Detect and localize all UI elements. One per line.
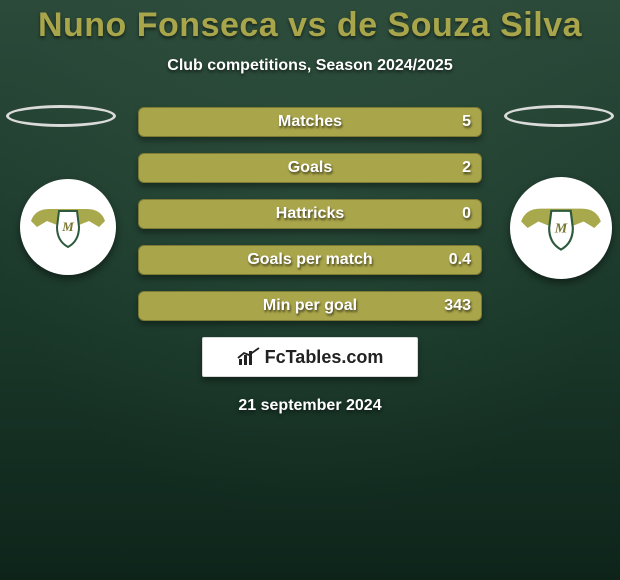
competition-subtitle: Club competitions, Season 2024/2025 (0, 57, 620, 75)
stat-value: 343 (444, 297, 471, 315)
stat-value: 0.4 (449, 251, 471, 269)
club-badge-left: M (20, 179, 116, 275)
stat-row: Hattricks 0 (138, 199, 482, 229)
player-left-placeholder (6, 105, 116, 127)
site-name: FcTables.com (265, 347, 384, 368)
stat-value: 2 (462, 159, 471, 177)
stat-label: Goals (288, 159, 332, 177)
moreirense-crest-icon: M (29, 201, 107, 253)
stat-row: Min per goal 343 (138, 291, 482, 321)
stat-row: Matches 5 (138, 107, 482, 137)
stat-label: Hattricks (276, 205, 344, 223)
stat-label: Goals per match (247, 251, 372, 269)
svg-text:M: M (554, 221, 568, 236)
snapshot-date: 21 september 2024 (0, 397, 620, 415)
club-badge-right: M (510, 177, 612, 279)
stat-value: 5 (462, 113, 471, 131)
svg-text:M: M (61, 219, 74, 234)
stats-area: M M Matches 5 Goals 2 Hattricks 0 Goals per ma… (0, 107, 620, 415)
stat-value: 0 (462, 205, 471, 223)
comparison-title: Nuno Fonseca vs de Souza Silva (0, 6, 620, 45)
stat-label: Matches (278, 113, 342, 131)
bar-chart-icon (237, 347, 261, 367)
stat-row: Goals per match 0.4 (138, 245, 482, 275)
stat-bars: Matches 5 Goals 2 Hattricks 0 Goals per match 0… (138, 107, 482, 321)
stat-row: Goals 2 (138, 153, 482, 183)
stat-label: Min per goal (263, 297, 357, 315)
player-right-placeholder (504, 105, 614, 127)
site-branding: FcTables.com (202, 337, 418, 377)
moreirense-crest-icon: M (519, 200, 603, 256)
